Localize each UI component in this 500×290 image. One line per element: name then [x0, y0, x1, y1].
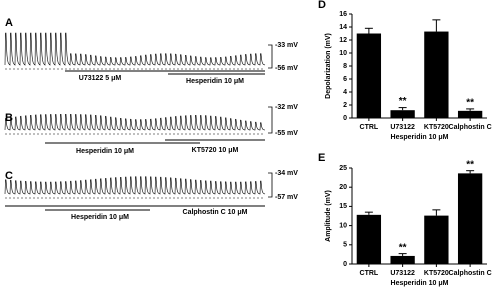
bar	[390, 255, 415, 264]
y-tick-label: 2	[343, 102, 347, 109]
bar	[457, 173, 483, 264]
x-tick-label: KT5720	[424, 124, 449, 131]
scale-bar	[268, 44, 273, 69]
drug-label: Hesperidin 10 μM	[76, 148, 134, 155]
y-tick-label: 8	[343, 63, 347, 70]
y-axis-label: Depolarization (mV)	[325, 33, 332, 99]
y-tick-label: 15	[339, 203, 347, 210]
significance-label: **	[399, 242, 407, 253]
bar	[424, 215, 449, 264]
scale-top: -34 mV	[275, 170, 298, 177]
y-tick-label: 12	[339, 37, 347, 44]
drug-label: Hesperidin 10 μM	[71, 214, 129, 221]
x-tick-label: U73122	[390, 124, 415, 131]
significance-label: **	[466, 98, 474, 109]
y-tick-label: 5	[343, 242, 347, 249]
x-tick-label: KT5720	[424, 270, 449, 277]
panel-label: B	[5, 112, 13, 124]
x-axis-label: Hesperidin 10 μM	[391, 280, 449, 287]
voltage-trace	[4, 114, 266, 131]
bar	[390, 110, 415, 118]
panel-label: D	[318, 0, 326, 11]
significance-label: **	[466, 159, 474, 170]
x-tick-label: Calphostin C	[449, 124, 492, 131]
y-tick-label: 0	[343, 261, 347, 268]
voltage-trace	[4, 176, 266, 195]
x-axis-label: Hesperidin 10 μM	[391, 134, 449, 141]
scale-bar	[268, 172, 273, 198]
scale-top: -32 mV	[275, 104, 298, 111]
bar	[424, 31, 449, 118]
x-tick-label: CTRL	[360, 124, 379, 131]
x-tick-label: U73122	[390, 270, 415, 277]
panel-label: A	[5, 17, 13, 29]
y-tick-label: 4	[343, 89, 347, 96]
significance-label: **	[399, 96, 407, 107]
scale-bar	[268, 106, 273, 134]
x-tick-label: Calphostin C	[449, 270, 492, 277]
drug-label: Calphostin C 10 μM	[183, 209, 248, 216]
scale-bottom: -57 mV	[275, 194, 298, 201]
voltage-trace	[4, 32, 266, 66]
y-tick-label: 10	[339, 222, 347, 229]
y-axis-label: Amplitude (mV)	[325, 190, 332, 242]
x-tick-label: CTRL	[360, 270, 379, 277]
scale-bottom: -55 mV	[275, 130, 298, 137]
y-tick-label: 25	[339, 165, 347, 172]
y-tick-label: 14	[339, 24, 347, 31]
panel-label: C	[5, 170, 13, 182]
bar	[457, 110, 483, 118]
bar	[356, 33, 382, 118]
y-tick-label: 6	[343, 76, 347, 83]
y-tick-label: 10	[339, 50, 347, 57]
panel-label: E	[318, 152, 325, 164]
y-tick-label: 20	[339, 184, 347, 191]
y-tick-label: 16	[339, 11, 347, 18]
drug-label: Hesperidin 10 μM	[186, 78, 244, 85]
scale-top: -33 mV	[275, 42, 298, 49]
scale-bottom: -56 mV	[275, 65, 298, 72]
drug-label: KT5720 10 μM	[192, 147, 239, 154]
bar	[356, 214, 382, 264]
y-tick-label: 0	[343, 115, 347, 122]
drug-label: U73122 5 μM	[79, 75, 122, 82]
